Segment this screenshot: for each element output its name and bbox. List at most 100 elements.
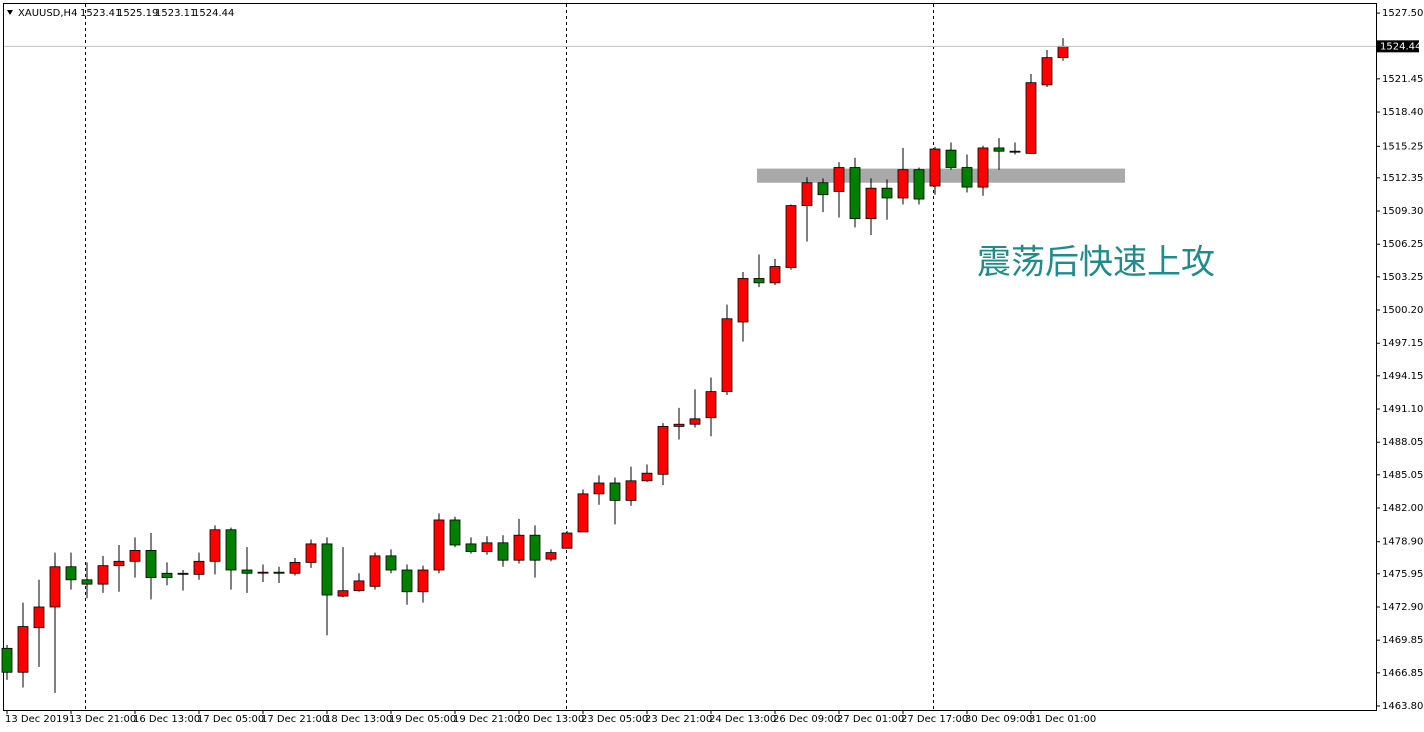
candle-body [913, 169, 925, 200]
header-open: 1523.41 [80, 8, 121, 19]
y-tick-label: 1509.30 [1382, 206, 1423, 217]
candle-body [1, 647, 13, 673]
candle-body [449, 519, 461, 546]
candle-body [369, 555, 381, 587]
candle-body [929, 148, 941, 187]
y-tick-label: 1512.35 [1382, 173, 1423, 184]
candle-body [801, 182, 813, 206]
y-tick-label: 1475.95 [1382, 569, 1423, 580]
x-tick-label: 23 Dec 05:00 [581, 714, 648, 725]
candle-body [641, 472, 653, 482]
annotation: 震荡后快速上攻 [977, 243, 1215, 283]
y-tick-label: 1466.85 [1382, 668, 1423, 679]
x-tick-label: 13 Dec 2019 [5, 714, 69, 725]
candle-body [945, 149, 957, 168]
x-tick-label: 16 Dec 13:00 [133, 714, 200, 725]
x-tick-label: 30 Dec 09:00 [965, 714, 1032, 725]
candle-body [657, 426, 669, 475]
x-tick-label: 24 Dec 13:00 [709, 714, 776, 725]
y-tick-label: 1500.20 [1382, 305, 1423, 316]
y-tick-label: 1506.25 [1382, 239, 1423, 250]
y-tick-label: 1469.85 [1382, 635, 1423, 646]
y-tick-label: 1491.10 [1382, 404, 1423, 415]
x-tick-label: 31 Dec 01:00 [1029, 714, 1096, 725]
candle-body [769, 266, 781, 284]
symbol: XAUUSD,H4 [18, 8, 77, 19]
candle-body [673, 423, 685, 427]
header-high: 1525.19 [117, 8, 158, 19]
x-tick-label: 27 Dec 01:00 [837, 714, 904, 725]
candle-body [49, 566, 61, 608]
candle-body [1041, 57, 1053, 86]
candle-body [881, 187, 893, 199]
x-tick-label: 17 Dec 05:00 [197, 714, 264, 725]
candle-body [65, 566, 77, 581]
candle-body [577, 493, 589, 533]
candle-body [289, 561, 301, 574]
y-tick-label: 1494.15 [1382, 371, 1423, 382]
candle-body [961, 167, 973, 188]
candle-body [593, 482, 605, 495]
candle-body [97, 565, 109, 585]
candle-body [1009, 150, 1021, 153]
price-label-box [1377, 40, 1419, 53]
x-tick-label: 26 Dec 09:00 [773, 714, 840, 725]
candle-body [897, 169, 909, 199]
candle-body [417, 569, 429, 593]
candle-body [689, 418, 701, 425]
menu-arrow [7, 10, 13, 15]
candle-body [609, 482, 621, 501]
x-tick-label: 13 Dec 21:00 [69, 714, 136, 725]
x-tick-label: 19 Dec 21:00 [453, 714, 520, 725]
candle-body [465, 543, 477, 552]
y-tick-label: 1478.90 [1382, 537, 1423, 548]
candle-body [849, 167, 861, 220]
y-tick-label: 1527.50 [1382, 8, 1423, 19]
candle-body [273, 571, 285, 574]
candle-body [545, 552, 557, 560]
y-tick-label: 1503.25 [1382, 272, 1423, 283]
candle-body [721, 318, 733, 393]
plot-layer [1, 38, 1125, 693]
zone [757, 168, 1125, 183]
x-tick-label: 23 Dec 21:00 [645, 714, 712, 725]
header-close: 1524.44 [193, 8, 234, 19]
y-tick-label: 1472.90 [1382, 602, 1423, 613]
candle-body [865, 187, 877, 220]
candle-body [353, 580, 365, 592]
candle-body [337, 590, 349, 597]
candle-body [161, 572, 173, 579]
x-tick-label: 27 Dec 17:00 [901, 714, 968, 725]
candle-body [401, 569, 413, 593]
candle-body [1025, 82, 1037, 154]
candle-body [209, 529, 221, 562]
candle-body [753, 278, 765, 284]
candle-body [305, 543, 317, 563]
candle-body [529, 534, 541, 561]
candle-body [145, 550, 157, 579]
candle-body [257, 571, 269, 574]
candle-body [193, 560, 205, 575]
y-tick-label: 1515.25 [1382, 141, 1423, 152]
candle-body [481, 542, 493, 552]
candle-body [33, 606, 45, 629]
candle-body [993, 147, 1005, 152]
candle-body [817, 182, 829, 196]
candle-body [433, 519, 445, 571]
y-tick-label: 1488.05 [1382, 437, 1423, 448]
candle-body [17, 626, 29, 673]
candle-body [625, 480, 637, 501]
y-tick-label: 1482.00 [1382, 503, 1423, 514]
candle-body [737, 278, 749, 323]
x-tick-label: 17 Dec 21:00 [261, 714, 328, 725]
candle-body [705, 391, 717, 419]
y-tick-label: 1485.05 [1382, 470, 1423, 481]
candle-body [977, 147, 989, 188]
header-low: 1523.11 [155, 8, 196, 19]
candle-body [833, 167, 845, 192]
candle-body [321, 543, 333, 596]
candle-body [241, 569, 253, 574]
